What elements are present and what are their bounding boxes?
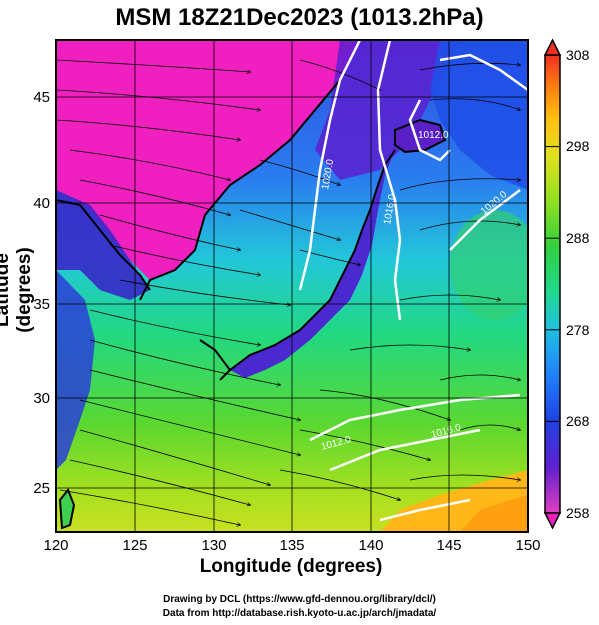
x-tick-label: 135 bbox=[279, 537, 304, 554]
y-tick-label: 35 bbox=[33, 296, 50, 313]
isobar-label: 1020.0 bbox=[320, 158, 336, 190]
x-tick-label: 145 bbox=[436, 537, 461, 554]
y-axis-label: Latitude (degrees) bbox=[0, 247, 35, 333]
credit-data: Data from http://database.rish.kyoto-u.a… bbox=[162, 608, 437, 619]
colorbar: 308 298 288 278 268 258 bbox=[543, 38, 590, 530]
y-tick-label: 45 bbox=[33, 89, 50, 106]
x-tick-label: 130 bbox=[201, 537, 226, 554]
credit-drawing: Drawing by DCL (https://www.gfd-dennou.o… bbox=[163, 594, 436, 605]
x-tick-label: 120 bbox=[43, 537, 68, 554]
x-tick-label: 140 bbox=[358, 537, 383, 554]
y-tick-label: 25 bbox=[33, 480, 50, 497]
x-tick-label: 150 bbox=[515, 537, 540, 554]
colorbar-tick-label: 258 bbox=[566, 505, 590, 521]
temperature-field bbox=[56, 40, 528, 532]
colorbar-scale bbox=[544, 54, 561, 514]
grid bbox=[56, 40, 528, 532]
colorbar-tick-label: 268 bbox=[566, 413, 590, 429]
y-tick-label: 30 bbox=[33, 390, 50, 407]
x-tick-label: 125 bbox=[122, 537, 147, 554]
wind-streamlines bbox=[56, 59, 520, 525]
colorbar-tick-label: 308 bbox=[566, 47, 590, 63]
isobars bbox=[298, 40, 528, 522]
y-axis: 25 30 35 40 45 bbox=[33, 89, 50, 497]
plot-frame bbox=[55, 39, 529, 533]
isobar-label: 1012.0 bbox=[418, 130, 449, 141]
coastlines bbox=[56, 79, 447, 530]
map-title: MSM 18Z21Dec2023 (1013.2hPa) bbox=[115, 4, 484, 31]
x-axis-label: Longitude (degrees) bbox=[199, 556, 383, 577]
isobar-label: 1016.0 bbox=[382, 193, 398, 225]
colorbar-tick-label: 298 bbox=[566, 138, 590, 154]
colorbar-min-arrow bbox=[543, 512, 562, 530]
y-tick-label: 40 bbox=[33, 195, 50, 212]
colorbar-max-arrow bbox=[543, 38, 562, 56]
x-axis: 120 125 130 135 140 145 150 bbox=[43, 537, 540, 554]
colorbar-tick-label: 278 bbox=[566, 322, 590, 338]
colorbar-tick-label: 288 bbox=[566, 230, 590, 246]
